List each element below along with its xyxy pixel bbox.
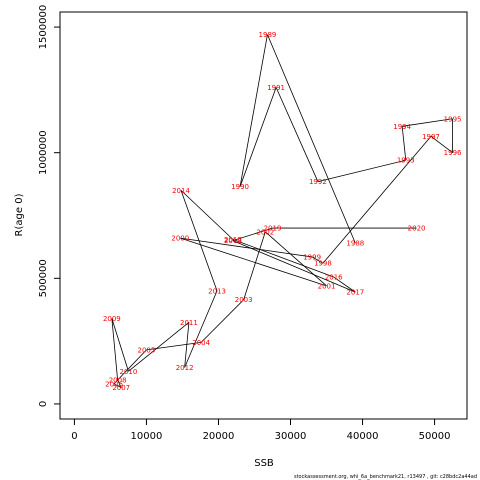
point-label-2006: 2006 bbox=[105, 380, 123, 388]
segment-1991-1992 bbox=[275, 87, 319, 182]
point-label-1992: 1992 bbox=[309, 178, 327, 186]
x-tick-label: 50000 bbox=[419, 431, 451, 442]
y-tick-label: 500000 bbox=[38, 259, 49, 297]
point-label-1996: 1996 bbox=[444, 149, 462, 157]
point-label-2012: 2012 bbox=[176, 364, 194, 372]
segment-2001-2002 bbox=[265, 231, 327, 287]
point-label-2005: 2005 bbox=[138, 346, 156, 354]
point-label-1998: 1998 bbox=[314, 260, 332, 268]
segment-2017-2018 bbox=[232, 240, 356, 293]
segment-1988-1989 bbox=[267, 34, 356, 244]
segment-1990-1991 bbox=[239, 87, 277, 187]
y-tick-label: 1500000 bbox=[38, 5, 49, 50]
point-label-2020: 2020 bbox=[408, 225, 426, 233]
segment-1993-1994 bbox=[401, 126, 407, 161]
point-label-1994: 1994 bbox=[393, 123, 411, 131]
point-label-2018: 2018 bbox=[224, 237, 242, 245]
y-tick-label: 1000000 bbox=[38, 130, 49, 175]
y-axis: 0 500000 1000000 1500000 bbox=[38, 5, 61, 407]
segment-2003-2004 bbox=[200, 299, 244, 343]
x-tick-label: 20000 bbox=[203, 431, 235, 442]
segment-2007-2008 bbox=[117, 379, 122, 388]
segment-2009-2010 bbox=[111, 318, 129, 372]
x-tick-label: 30000 bbox=[275, 431, 307, 442]
point-label-2013: 2013 bbox=[208, 287, 226, 295]
x-tick-label: 10000 bbox=[131, 431, 163, 442]
plot-frame bbox=[59, 11, 468, 420]
segment-2004-2005 bbox=[146, 341, 202, 351]
segment-2005-2006 bbox=[113, 349, 147, 385]
point-label-1989: 1989 bbox=[259, 31, 277, 39]
x-axis-title: SSB bbox=[254, 458, 274, 469]
point-label-2008: 2008 bbox=[109, 377, 127, 385]
segment-2008-2009 bbox=[111, 318, 119, 381]
x-tick-label: 40000 bbox=[347, 431, 379, 442]
point-label-2015: 2015 bbox=[224, 236, 242, 244]
segment-1989-1990 bbox=[239, 34, 268, 187]
point-label-2017: 2017 bbox=[346, 289, 364, 297]
segment-2006-2007 bbox=[113, 383, 122, 388]
segment-2015-2016 bbox=[232, 238, 334, 278]
segment-1994-1995 bbox=[402, 118, 453, 127]
y-tick-label: 0 bbox=[38, 401, 49, 407]
segment-1992-1993 bbox=[317, 159, 406, 182]
segment-2018-2019 bbox=[232, 227, 273, 242]
point-label-2011: 2011 bbox=[180, 319, 198, 327]
segment-1997-1998 bbox=[322, 136, 432, 264]
point-label-1997: 1997 bbox=[422, 133, 440, 141]
segment-2010-2011 bbox=[128, 321, 190, 372]
x-tick-label: 0 bbox=[71, 431, 77, 442]
point-label-2009: 2009 bbox=[103, 315, 121, 323]
x-axis: 0 10000 20000 30000 40000 50000 bbox=[71, 418, 451, 442]
segment-2014-2015 bbox=[180, 190, 234, 240]
y-axis-title: R(age 0) bbox=[14, 193, 25, 236]
point-label-2007: 2007 bbox=[112, 384, 130, 392]
point-label-1995: 1995 bbox=[444, 115, 462, 123]
point-label-2001: 2001 bbox=[318, 282, 336, 290]
point-label-1999: 1999 bbox=[303, 253, 321, 261]
segment-2002-2003 bbox=[243, 231, 266, 300]
point-label-2014: 2014 bbox=[172, 187, 190, 195]
point-label-1988: 1988 bbox=[346, 240, 364, 248]
point-label-2004: 2004 bbox=[192, 339, 210, 347]
segment-1999-2000 bbox=[180, 237, 313, 258]
segment-2012-2013 bbox=[184, 290, 218, 368]
footer-credit: stockassessment.org, whi_6a_benchmark21,… bbox=[294, 474, 477, 480]
point-labels: 1988 1989 1990 1991 1992 1993 1994 1995 1996 1997… bbox=[103, 31, 462, 392]
point-label-2016: 2016 bbox=[325, 274, 343, 282]
segment-2013-2014 bbox=[180, 190, 218, 292]
segment-2011-2012 bbox=[184, 322, 190, 368]
segment-1996-1997 bbox=[430, 136, 453, 154]
segment-2000-2001 bbox=[180, 237, 327, 287]
point-label-2003: 2003 bbox=[235, 296, 253, 304]
point-label-1993: 1993 bbox=[397, 157, 415, 165]
point-label-2019: 2019 bbox=[264, 225, 282, 233]
point-label-1990: 1990 bbox=[231, 183, 249, 191]
point-label-2002: 2002 bbox=[256, 228, 274, 236]
segment-1998-1999 bbox=[311, 256, 324, 264]
point-label-2010: 2010 bbox=[120, 368, 138, 376]
point-label-2000: 2000 bbox=[171, 235, 189, 243]
segment-2016-2017 bbox=[333, 276, 356, 293]
series-lines bbox=[111, 34, 453, 388]
point-label-1991: 1991 bbox=[267, 84, 285, 92]
